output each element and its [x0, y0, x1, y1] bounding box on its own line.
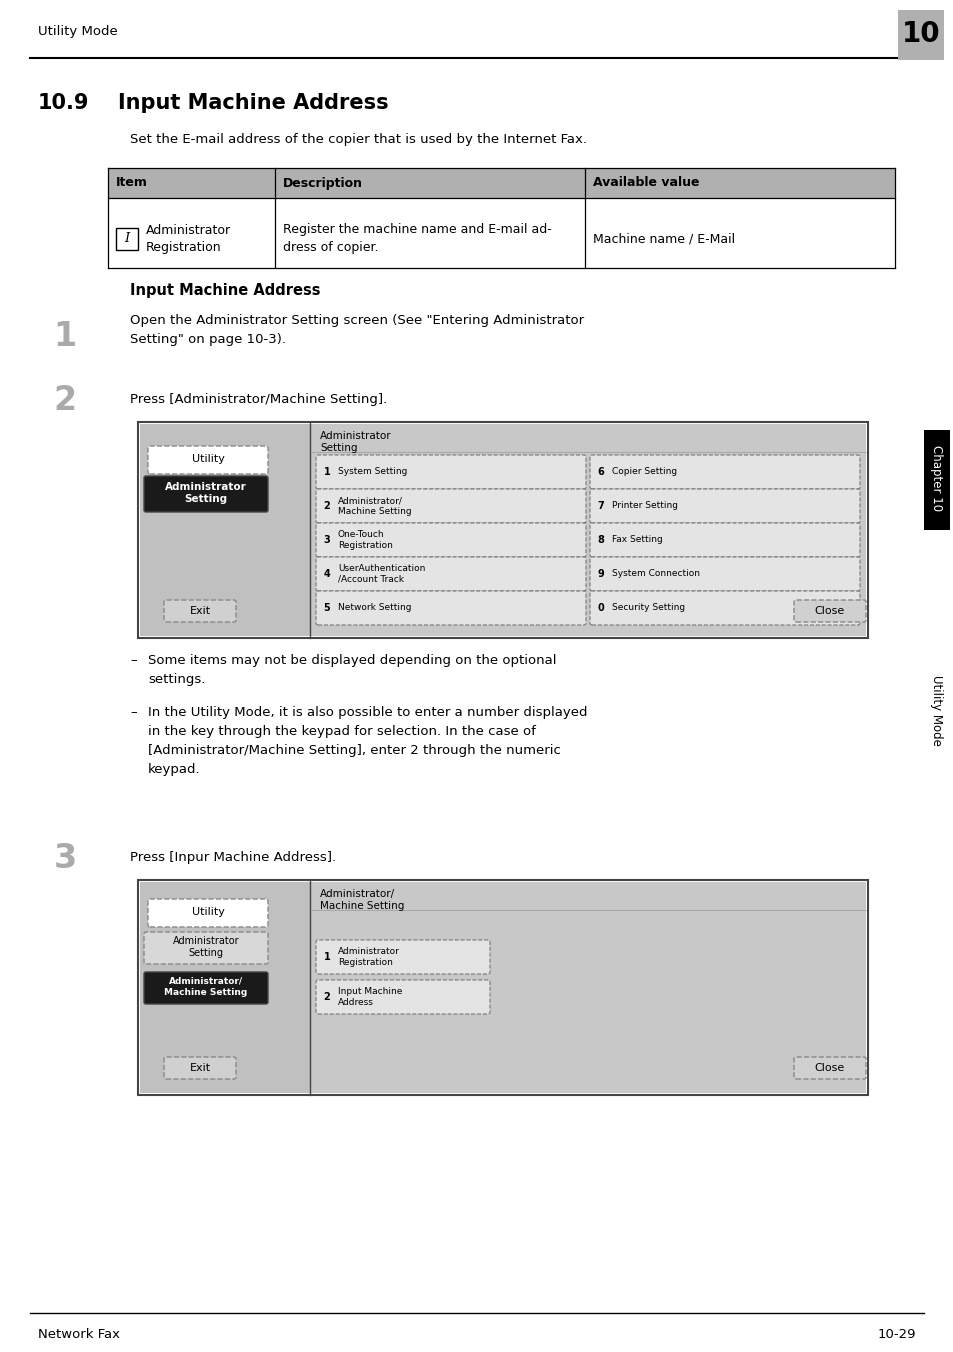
Text: 10: 10	[901, 20, 940, 49]
Text: Press [Inpur Machine Address].: Press [Inpur Machine Address].	[130, 852, 335, 864]
Text: 6: 6	[597, 466, 604, 477]
Text: Printer Setting: Printer Setting	[612, 502, 678, 511]
Text: Utility Mode: Utility Mode	[38, 26, 117, 38]
Text: System Setting: System Setting	[337, 468, 407, 476]
FancyBboxPatch shape	[589, 456, 859, 489]
Bar	[923, 430, 949, 530]
Text: Copier Setting: Copier Setting	[612, 468, 677, 476]
Text: 9: 9	[597, 569, 604, 579]
FancyBboxPatch shape	[589, 489, 859, 523]
Text: Administrator
Registration: Administrator Registration	[337, 948, 399, 967]
Text: Network Fax: Network Fax	[38, 1328, 120, 1340]
Text: Close: Close	[814, 606, 844, 617]
Bar	[897, 9, 943, 59]
Text: Exit: Exit	[190, 1063, 211, 1073]
Text: Administrator/
Machine Setting: Administrator/ Machine Setting	[164, 977, 248, 996]
Text: 2: 2	[323, 502, 330, 511]
Text: 10-29: 10-29	[877, 1328, 915, 1340]
Text: Register the machine name and E-mail ad-
dress of copier.: Register the machine name and E-mail ad-…	[283, 223, 551, 254]
FancyBboxPatch shape	[589, 557, 859, 591]
Text: In the Utility Mode, it is also possible to enter a number displayed
in the key : In the Utility Mode, it is also possible…	[148, 706, 587, 776]
Text: –: –	[130, 654, 136, 667]
Text: Input Machine Address: Input Machine Address	[130, 283, 320, 297]
Text: Close: Close	[814, 1063, 844, 1073]
Text: Administrator
Setting: Administrator Setting	[165, 481, 247, 504]
FancyBboxPatch shape	[589, 591, 859, 625]
Text: Chapter 10: Chapter 10	[929, 445, 943, 511]
FancyBboxPatch shape	[793, 1057, 865, 1079]
Text: Administrator/
Machine Setting: Administrator/ Machine Setting	[319, 888, 404, 911]
Bar	[311, 882, 865, 1092]
FancyBboxPatch shape	[315, 557, 585, 591]
FancyBboxPatch shape	[148, 446, 268, 475]
FancyBboxPatch shape	[164, 600, 235, 622]
Text: 10.9: 10.9	[38, 93, 90, 114]
FancyBboxPatch shape	[793, 600, 865, 622]
Text: Network Setting: Network Setting	[337, 603, 411, 612]
FancyBboxPatch shape	[148, 899, 268, 927]
FancyBboxPatch shape	[144, 932, 268, 964]
Text: 5: 5	[323, 603, 330, 612]
Text: One-Touch
Registration: One-Touch Registration	[337, 530, 393, 549]
Bar	[311, 425, 865, 635]
Bar	[138, 422, 867, 638]
Text: Exit: Exit	[190, 606, 211, 617]
Text: Security Setting: Security Setting	[612, 603, 684, 612]
Text: 2: 2	[323, 992, 330, 1002]
Bar	[140, 882, 310, 1092]
Text: Machine name / E-Mail: Machine name / E-Mail	[593, 233, 735, 246]
Text: Input Machine Address: Input Machine Address	[118, 93, 388, 114]
Text: Some items may not be displayed depending on the optional
settings.: Some items may not be displayed dependin…	[148, 654, 556, 685]
Text: –: –	[130, 706, 136, 719]
Text: 8: 8	[597, 535, 604, 545]
Text: 3: 3	[323, 535, 330, 545]
FancyBboxPatch shape	[589, 523, 859, 557]
Text: Administrator
Setting: Administrator Setting	[319, 431, 392, 453]
Text: 1: 1	[323, 466, 330, 477]
Text: Available value: Available value	[593, 177, 699, 189]
Text: Open the Administrator Setting screen (See "Entering Administrator
Setting" on p: Open the Administrator Setting screen (S…	[130, 314, 583, 346]
Text: Description: Description	[283, 177, 363, 189]
Text: 2: 2	[53, 384, 76, 416]
Text: Utility Mode: Utility Mode	[929, 675, 943, 745]
Text: System Connection: System Connection	[612, 569, 700, 579]
FancyBboxPatch shape	[315, 940, 490, 973]
Bar	[138, 880, 867, 1095]
FancyBboxPatch shape	[315, 456, 585, 489]
Text: 3: 3	[53, 841, 76, 875]
Text: 1: 1	[323, 952, 330, 963]
FancyBboxPatch shape	[315, 980, 490, 1014]
Text: UserAuthentication
/Account Track: UserAuthentication /Account Track	[337, 565, 425, 584]
Text: Administrator/
Machine Setting: Administrator/ Machine Setting	[337, 496, 411, 515]
Text: 4: 4	[323, 569, 330, 579]
Text: Administrator
Registration: Administrator Registration	[146, 223, 231, 254]
Text: I: I	[124, 231, 130, 245]
Text: Input Machine
Address: Input Machine Address	[337, 987, 402, 1006]
Bar	[116, 228, 138, 250]
Text: 7: 7	[597, 502, 604, 511]
Text: Administrator
Setting: Administrator Setting	[172, 936, 239, 959]
FancyBboxPatch shape	[164, 1057, 235, 1079]
FancyBboxPatch shape	[315, 489, 585, 523]
Text: Utility: Utility	[192, 454, 224, 464]
FancyBboxPatch shape	[144, 476, 268, 512]
FancyBboxPatch shape	[144, 972, 268, 1005]
FancyBboxPatch shape	[315, 591, 585, 625]
Text: Fax Setting: Fax Setting	[612, 535, 662, 545]
Bar	[108, 168, 894, 197]
Text: Press [Administrator/Machine Setting].: Press [Administrator/Machine Setting].	[130, 393, 387, 407]
Text: 1: 1	[53, 319, 76, 353]
Text: 0: 0	[597, 603, 604, 612]
Text: Item: Item	[116, 177, 148, 189]
FancyBboxPatch shape	[315, 523, 585, 557]
Text: Set the E-mail address of the copier that is used by the Internet Fax.: Set the E-mail address of the copier tha…	[130, 134, 586, 146]
Text: Utility: Utility	[192, 907, 224, 917]
Bar	[140, 425, 310, 635]
